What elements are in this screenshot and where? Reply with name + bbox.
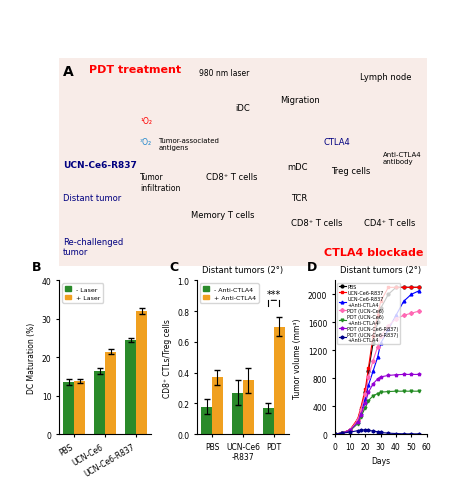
PDT (UCN-Ce6)
+Anti-CTLA4 (375, 391, 381, 397)
Bar (105, 352, 116, 434)
UCN-Ce6-R837 (401, 285, 407, 291)
PBS (332, 431, 337, 437)
UCN-Ce6-R837 (363, 386, 368, 392)
Legend: PBS, UCN-Ce6-R837, UCN-Ce6-R837
+Anti-CTLA4, PDT (UCN-Ce6), PDT (UCN-Ce6)
+Anti-: PBS, UCN-Ce6-R837, UCN-Ce6-R837 +Anti-CT… (337, 283, 400, 344)
UCN-Ce6-R837 (416, 285, 422, 291)
UCN-Ce6-R837 (355, 416, 361, 422)
PDT (UCN-Ce6-R837) (401, 372, 407, 378)
PDT (UCN-Ce6-R837)
+Anti-CTLA4 (355, 428, 361, 434)
UCN-Ce6-R837
+Anti-CTLA4 (365, 383, 371, 388)
PDT (UCN-Ce6-R837) (332, 431, 337, 437)
Y-axis label: DC Maturation (%): DC Maturation (%) (27, 322, 36, 393)
PBS (355, 417, 361, 423)
UCN-Ce6-R837 (409, 285, 414, 291)
Text: CD4⁺ T cells: CD4⁺ T cells (364, 219, 416, 227)
Text: B: B (32, 260, 41, 273)
PBS (363, 389, 368, 395)
PDT (UCN-Ce6) (355, 417, 361, 423)
PDT (UCN-Ce6-R837)
+Anti-CTLA4 (416, 431, 422, 437)
Line: PDT (UCN-Ce6-R837)
+Anti-CTLA4: PDT (UCN-Ce6-R837) +Anti-CTLA4 (333, 429, 420, 436)
Bar (136, 311, 147, 434)
Bar (94, 371, 105, 434)
PDT (UCN-Ce6) (385, 323, 391, 329)
PDT (UCN-Ce6-R837) (409, 372, 414, 378)
PDT (UCN-Ce6)
+Anti-CTLA4 (401, 388, 407, 394)
PDT (UCN-Ce6)
+Anti-CTLA4 (339, 430, 345, 436)
Text: Lymph node: Lymph node (360, 73, 412, 82)
UCN-Ce6-R837 (365, 365, 371, 371)
Text: ¹O₂: ¹O₂ (140, 117, 152, 126)
Text: Treg cells: Treg cells (331, 166, 371, 176)
PDT (UCN-Ce6) (393, 316, 399, 322)
PBS (401, 285, 407, 291)
PDT (UCN-Ce6) (332, 431, 337, 437)
PDT (UCN-Ce6-R837) (358, 412, 364, 418)
PDT (UCN-Ce6-R837)
+Anti-CTLA4 (375, 429, 381, 435)
X-axis label: Days: Days (371, 456, 390, 466)
Text: CTLA4 blockade: CTLA4 blockade (324, 247, 423, 258)
Text: mDC: mDC (287, 163, 308, 171)
PDT (UCN-Ce6)
+Anti-CTLA4 (365, 398, 371, 404)
Text: UCN-Ce6-R837: UCN-Ce6-R837 (63, 161, 137, 169)
Bar (232, 393, 243, 434)
PDT (UCN-Ce6-R837) (347, 427, 353, 433)
PDT (UCN-Ce6-R837) (355, 420, 361, 426)
PDT (UCN-Ce6-R837)
+Anti-CTLA4 (347, 429, 353, 435)
Text: C: C (170, 260, 179, 273)
Text: D: D (307, 260, 318, 273)
PBS (365, 368, 371, 374)
PDT (UCN-Ce6) (339, 430, 345, 436)
PDT (UCN-Ce6-R837) (339, 430, 345, 436)
PBS (393, 285, 399, 291)
UCN-Ce6-R837 (370, 334, 376, 340)
PDT (UCN-Ce6)
+Anti-CTLA4 (363, 405, 368, 411)
Text: 980 nm laser: 980 nm laser (199, 69, 249, 78)
Text: CD8⁺ T cells: CD8⁺ T cells (291, 219, 342, 227)
PDT (UCN-Ce6-R837)
+Anti-CTLA4 (339, 430, 345, 436)
Text: Distant tumor: Distant tumor (63, 194, 121, 203)
Title: Distant tumors (2°): Distant tumors (2°) (340, 265, 421, 274)
UCN-Ce6-R837
+Anti-CTLA4 (355, 419, 361, 425)
UCN-Ce6-R837 (378, 299, 383, 305)
PBS (370, 341, 376, 346)
PDT (UCN-Ce6)
+Anti-CTLA4 (385, 389, 391, 395)
PDT (UCN-Ce6) (416, 308, 422, 314)
PDT (UCN-Ce6-R837) (416, 372, 422, 378)
PDT (UCN-Ce6)
+Anti-CTLA4 (416, 388, 422, 394)
PDT (UCN-Ce6-R837)
+Anti-CTLA4 (393, 431, 399, 437)
PBS (358, 407, 364, 413)
PDT (UCN-Ce6-R837) (365, 389, 371, 395)
UCN-Ce6-R837
+Anti-CTLA4 (347, 427, 353, 433)
PDT (UCN-Ce6) (370, 358, 376, 364)
Y-axis label: CD8⁺ CTLs/Treg cells: CD8⁺ CTLs/Treg cells (163, 318, 172, 397)
Bar (243, 381, 254, 434)
PDT (UCN-Ce6-R837) (375, 376, 381, 382)
Text: ***: *** (267, 289, 281, 299)
UCN-Ce6-R837
+Anti-CTLA4 (409, 292, 414, 298)
PDT (UCN-Ce6) (401, 313, 407, 319)
PDT (UCN-Ce6)
+Anti-CTLA4 (378, 389, 383, 395)
Line: UCN-Ce6-R837
+Anti-CTLA4: UCN-Ce6-R837 +Anti-CTLA4 (333, 290, 420, 436)
Bar (64, 383, 74, 434)
Line: PDT (UCN-Ce6)
+Anti-CTLA4: PDT (UCN-Ce6) +Anti-CTLA4 (333, 390, 420, 436)
PDT (UCN-Ce6) (375, 344, 381, 350)
UCN-Ce6-R837
+Anti-CTLA4 (416, 288, 422, 294)
PBS (347, 427, 353, 433)
PBS (375, 320, 381, 325)
Y-axis label: Tumor volume (mm³): Tumor volume (mm³) (293, 317, 302, 398)
PDT (UCN-Ce6) (347, 427, 353, 433)
PDT (UCN-Ce6-R837)
+Anti-CTLA4 (370, 428, 376, 434)
PDT (UCN-Ce6-R837)
+Anti-CTLA4 (378, 429, 383, 435)
UCN-Ce6-R837
+Anti-CTLA4 (339, 430, 345, 436)
PDT (UCN-Ce6)
+Anti-CTLA4 (347, 428, 353, 434)
UCN-Ce6-R837 (358, 405, 364, 411)
PDT (UCN-Ce6-R837) (393, 372, 399, 378)
PDT (UCN-Ce6-R837)
+Anti-CTLA4 (365, 427, 371, 433)
Legend: - Laser, + Laser: - Laser, + Laser (63, 284, 103, 303)
Bar (125, 340, 136, 434)
Line: UCN-Ce6-R837: UCN-Ce6-R837 (333, 286, 420, 436)
PBS (378, 306, 383, 312)
PDT (UCN-Ce6) (363, 391, 368, 397)
PDT (UCN-Ce6-R837) (385, 373, 391, 379)
PDT (UCN-Ce6-R837)
+Anti-CTLA4 (401, 431, 407, 437)
